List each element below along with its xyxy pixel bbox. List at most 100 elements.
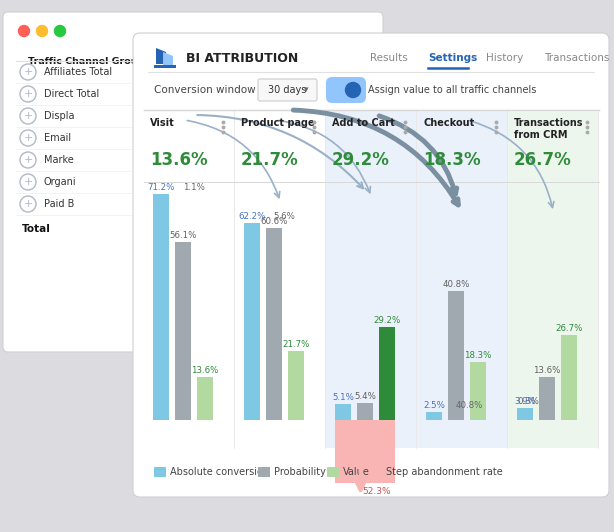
- Text: +: +: [23, 177, 33, 187]
- Bar: [370, 467, 383, 477]
- Text: Displa: Displa: [44, 111, 74, 121]
- Text: Affiliates Total: Affiliates Total: [44, 67, 112, 77]
- Bar: [561, 335, 577, 420]
- FancyBboxPatch shape: [133, 33, 609, 497]
- Text: ▾: ▾: [304, 86, 308, 95]
- Circle shape: [346, 82, 360, 97]
- Text: $48,476: $48,476: [230, 67, 270, 77]
- Bar: [508, 110, 598, 182]
- Bar: [426, 412, 443, 420]
- Text: Results: Results: [370, 53, 408, 63]
- Text: 266,842: 266,842: [168, 67, 208, 77]
- Text: 21.7%: 21.7%: [282, 340, 309, 349]
- Text: 18.3%: 18.3%: [423, 151, 481, 169]
- Bar: [448, 290, 464, 420]
- Text: Product page: Product page: [241, 118, 314, 128]
- Bar: [288, 351, 304, 420]
- Text: Assign value to all traffic channels: Assign value to all traffic channels: [368, 85, 537, 95]
- Bar: [335, 404, 351, 420]
- Text: Probability: Probability: [274, 467, 325, 477]
- Bar: [235, 110, 325, 448]
- Text: Organi: Organi: [44, 177, 77, 187]
- Text: 26.7%: 26.7%: [514, 151, 572, 169]
- Text: +: +: [23, 199, 33, 209]
- Text: 0.3%: 0.3%: [517, 397, 539, 405]
- Bar: [154, 65, 176, 68]
- Text: 26.7%: 26.7%: [555, 325, 583, 333]
- Text: +: +: [23, 111, 33, 121]
- Text: History: History: [486, 53, 523, 63]
- FancyBboxPatch shape: [326, 77, 366, 103]
- Polygon shape: [156, 48, 166, 64]
- Bar: [417, 110, 507, 182]
- Text: 13.6%: 13.6%: [150, 151, 208, 169]
- Circle shape: [20, 196, 36, 212]
- Text: Costs: Costs: [230, 57, 259, 66]
- Text: Add to Cart: Add to Cart: [332, 118, 395, 128]
- Bar: [326, 110, 416, 448]
- Circle shape: [20, 108, 36, 124]
- Text: 13.6%: 13.6%: [192, 366, 219, 375]
- Text: 62.2%: 62.2%: [239, 212, 266, 221]
- Bar: [144, 110, 234, 182]
- Bar: [335, 420, 395, 483]
- Bar: [470, 362, 486, 420]
- Text: $435,801: $435,801: [293, 89, 339, 99]
- Text: +: +: [23, 89, 33, 99]
- Circle shape: [20, 86, 36, 102]
- Bar: [196, 377, 213, 420]
- Bar: [539, 377, 555, 420]
- Circle shape: [20, 152, 36, 168]
- Text: 5.1%: 5.1%: [332, 393, 354, 402]
- Text: Sessions: Sessions: [168, 57, 214, 66]
- Text: 1.1%: 1.1%: [182, 183, 204, 192]
- Text: 60.6%: 60.6%: [260, 217, 288, 226]
- Text: 29.2%: 29.2%: [373, 317, 400, 326]
- Text: $593,251: $593,251: [293, 67, 340, 77]
- Text: 13.6%: 13.6%: [534, 366, 561, 375]
- Bar: [517, 408, 534, 420]
- Text: 1,651%: 1,651%: [353, 89, 390, 99]
- Bar: [417, 110, 507, 448]
- Text: 304,903: 304,903: [168, 89, 208, 99]
- Text: 1,224%: 1,224%: [353, 67, 390, 77]
- Circle shape: [55, 26, 66, 37]
- Text: 18.3%: 18.3%: [464, 351, 492, 360]
- Text: Transactions
from CRM: Transactions from CRM: [514, 118, 583, 139]
- Bar: [327, 467, 339, 477]
- Text: 21.7%: 21.7%: [241, 151, 299, 169]
- Text: 30 days: 30 days: [268, 85, 306, 95]
- Bar: [508, 110, 598, 448]
- Circle shape: [20, 130, 36, 146]
- Text: Direct Total: Direct Total: [44, 89, 99, 99]
- Text: Value: Value: [343, 467, 370, 477]
- Text: Revenue: Revenue: [293, 57, 339, 66]
- Bar: [258, 467, 270, 477]
- Text: Step abandonment rate: Step abandonment rate: [386, 467, 503, 477]
- Bar: [379, 327, 395, 420]
- Text: Paid B: Paid B: [44, 199, 74, 209]
- Text: Conversion window: Conversion window: [154, 85, 255, 95]
- Text: +: +: [23, 155, 33, 165]
- Text: 40.8%: 40.8%: [443, 279, 470, 288]
- Text: +: +: [23, 133, 33, 143]
- Text: BI ATTRIBUTION: BI ATTRIBUTION: [186, 52, 298, 64]
- Circle shape: [20, 174, 36, 190]
- Bar: [357, 403, 373, 420]
- Bar: [144, 110, 234, 448]
- Polygon shape: [163, 52, 173, 66]
- Bar: [154, 467, 166, 477]
- Text: ROAS: ROAS: [353, 57, 383, 66]
- FancyBboxPatch shape: [258, 79, 317, 101]
- Text: Transactions: Transactions: [544, 53, 609, 63]
- Text: Traffic Channel Grouping: Traffic Channel Grouping: [28, 57, 161, 66]
- Text: Total: Total: [22, 224, 51, 234]
- Text: 5.4%: 5.4%: [354, 392, 376, 401]
- Circle shape: [20, 64, 36, 80]
- FancyBboxPatch shape: [3, 12, 383, 352]
- Text: 40.8%: 40.8%: [456, 401, 483, 410]
- Text: Marke: Marke: [44, 155, 74, 165]
- Text: Settings: Settings: [428, 53, 477, 63]
- Text: 3.9%: 3.9%: [515, 397, 536, 405]
- Bar: [326, 110, 416, 182]
